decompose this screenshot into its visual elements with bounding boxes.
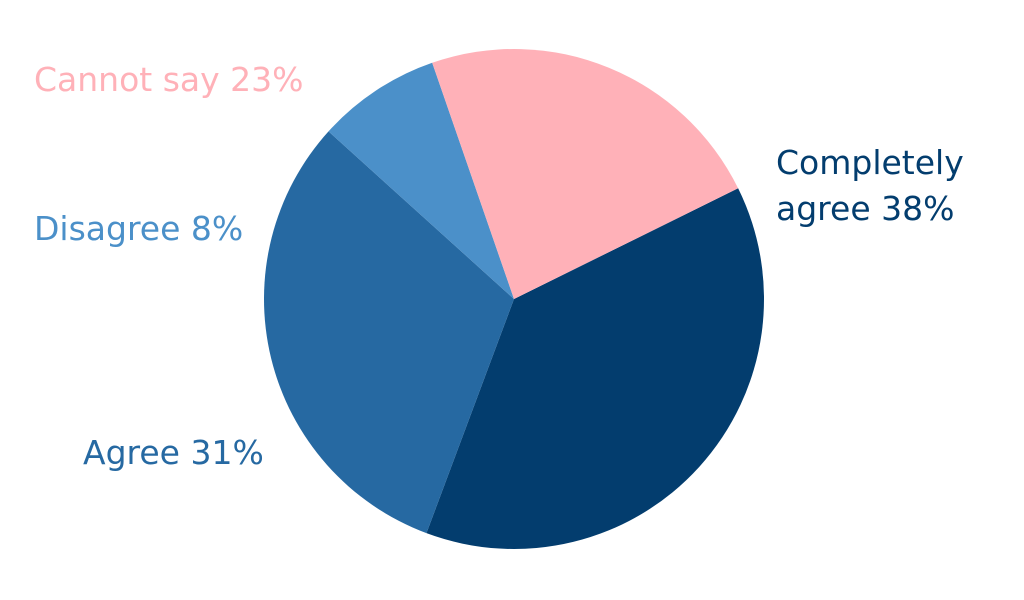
slice-label-line: Agree 31% (83, 433, 264, 472)
pie-slice-completely-agree (426, 188, 765, 550)
slice-label-line: Completely (776, 143, 964, 182)
pie-slice-agree (263, 131, 514, 534)
slice-label-line: Cannot say 23% (34, 60, 304, 99)
pie-slice-cannot-say (432, 48, 739, 299)
labels-layer: Completely agree 38% Agree 31% Disagree 8% C… (34, 60, 964, 472)
slice-label-disagree: Disagree 8% (34, 209, 243, 248)
slice-label-agree: Agree 31% (83, 433, 264, 472)
slice-label-completely-agree: Completely agree 38% (776, 143, 964, 228)
slice-label-line: Disagree 8% (34, 209, 243, 248)
slices-layer (263, 48, 765, 550)
slice-label-line: agree 38% (776, 189, 954, 228)
slice-label-cannot-say: Cannot say 23% (34, 60, 304, 99)
pie-slice-disagree (328, 62, 514, 300)
